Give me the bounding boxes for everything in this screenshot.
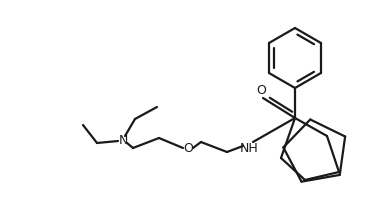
Text: N: N: [118, 135, 128, 147]
Text: NH: NH: [240, 141, 258, 155]
Text: O: O: [256, 84, 266, 98]
Text: O: O: [183, 141, 193, 155]
